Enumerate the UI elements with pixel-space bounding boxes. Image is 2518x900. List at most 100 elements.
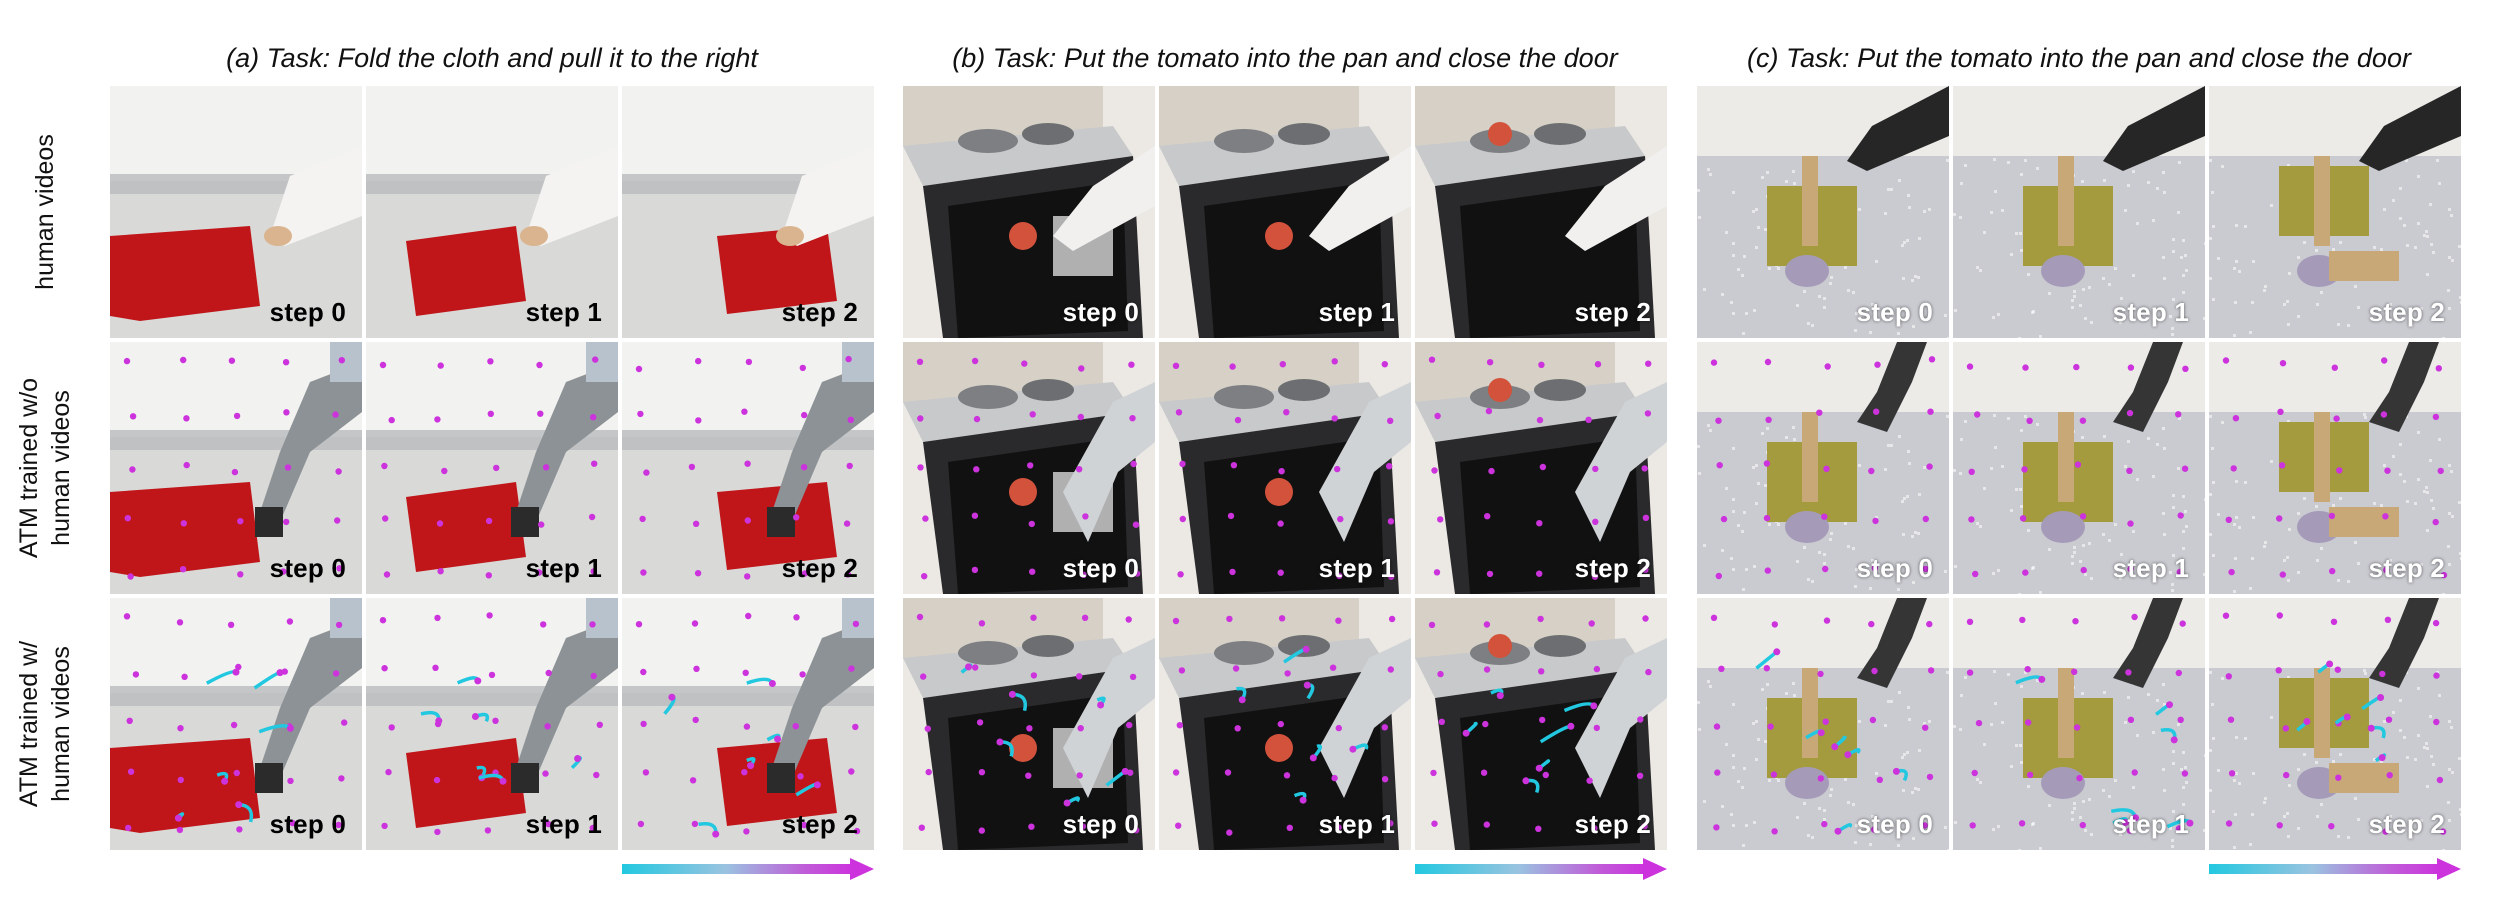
scene-illustration xyxy=(1415,86,1667,338)
step-label: step 1 xyxy=(1318,297,1395,327)
scene-illustration xyxy=(366,86,618,338)
time-arrow-gradient xyxy=(622,864,852,874)
frame-image: step 0 xyxy=(110,86,362,338)
time-arrow-gradient xyxy=(2209,864,2439,874)
step-label: step 1 xyxy=(2112,297,2189,327)
frame-image: step 2 xyxy=(622,86,874,338)
time-arrow xyxy=(1415,858,1667,880)
panel-title: (b) Task: Put the tomato into the pan an… xyxy=(952,43,1618,73)
time-arrow xyxy=(2209,858,2461,880)
step-label: step 0 xyxy=(1856,297,1933,327)
arrow-head-icon xyxy=(2437,858,2461,880)
step-label: step 2 xyxy=(781,809,858,839)
step-label: step 0 xyxy=(1856,809,1933,839)
row-label-text: ATM trained w/human videos xyxy=(13,641,77,807)
row-label-line: human videos xyxy=(47,646,75,802)
step-label: step 1 xyxy=(525,297,602,327)
scene-illustration xyxy=(110,342,362,594)
step-label: step 1 xyxy=(1318,553,1395,583)
scene-illustration xyxy=(1953,598,2205,850)
row-label: ATM trained w/human videos xyxy=(0,598,90,850)
frame-image: step 2 xyxy=(622,342,874,594)
step-label: step 1 xyxy=(1318,809,1395,839)
step-label: step 2 xyxy=(781,553,858,583)
frame-image: step 0 xyxy=(110,342,362,594)
frame-image: step 0 xyxy=(1697,86,1949,338)
scene-illustration xyxy=(366,342,618,594)
step-label: step 2 xyxy=(1574,553,1651,583)
row-label-line: human videos xyxy=(47,390,75,546)
frame-image: step 1 xyxy=(366,598,618,850)
scene-illustration xyxy=(2209,342,2461,594)
scene-illustration xyxy=(903,342,1155,594)
row-label: ATM trained w/o human videos xyxy=(0,342,90,594)
row-label-line: ATM trained w/ xyxy=(15,640,43,808)
step-label: step 0 xyxy=(1856,553,1933,583)
scene-illustration xyxy=(1159,86,1411,338)
time-arrow-gradient xyxy=(1415,864,1645,874)
step-label: step 0 xyxy=(1062,297,1139,327)
step-label: step 0 xyxy=(269,297,346,327)
scene-illustration xyxy=(1697,342,1949,594)
panel-title: (a) Task: Fold the cloth and pull it to … xyxy=(226,43,758,73)
scene-illustration xyxy=(622,86,874,338)
scene-illustration xyxy=(622,342,874,594)
scene-illustration xyxy=(903,86,1155,338)
step-label: step 0 xyxy=(269,809,346,839)
scene-illustration xyxy=(1159,598,1411,850)
frame-image: step 0 xyxy=(1697,598,1949,850)
step-label: step 0 xyxy=(1062,553,1139,583)
frame-image: step 2 xyxy=(1415,86,1667,338)
frame-image: step 2 xyxy=(622,598,874,850)
frame-image: step 1 xyxy=(366,86,618,338)
step-label: step 2 xyxy=(1574,297,1651,327)
frame-image: step 2 xyxy=(2209,342,2461,594)
time-arrow xyxy=(622,858,874,880)
step-label: step 2 xyxy=(1574,809,1651,839)
step-label: step 1 xyxy=(525,553,602,583)
frame-image: step 0 xyxy=(1697,342,1949,594)
scene-illustration xyxy=(1415,598,1667,850)
scene-illustration xyxy=(1415,342,1667,594)
arrow-head-icon xyxy=(1643,858,1667,880)
panel-title: (c) Task: Put the tomato into the pan an… xyxy=(1747,43,2411,73)
frame-image: step 2 xyxy=(2209,86,2461,338)
scene-illustration xyxy=(1697,598,1949,850)
step-label: step 0 xyxy=(269,553,346,583)
scene-illustration xyxy=(1159,342,1411,594)
frame-image: step 2 xyxy=(2209,598,2461,850)
step-label: step 2 xyxy=(2368,809,2445,839)
frame-image: step 1 xyxy=(1953,598,2205,850)
row-label: human videos xyxy=(0,86,90,338)
step-label: step 1 xyxy=(525,809,602,839)
frame-image: step 2 xyxy=(1415,342,1667,594)
scene-illustration xyxy=(110,598,362,850)
scene-illustration xyxy=(1953,342,2205,594)
scene-illustration xyxy=(622,598,874,850)
scene-illustration xyxy=(110,86,362,338)
step-label: step 0 xyxy=(1062,809,1139,839)
scene-illustration xyxy=(2209,598,2461,850)
frame-image: step 0 xyxy=(903,342,1155,594)
step-label: step 1 xyxy=(2112,809,2189,839)
scene-illustration xyxy=(1953,86,2205,338)
step-label: step 2 xyxy=(781,297,858,327)
step-label: step 1 xyxy=(2112,553,2189,583)
row-label-text: ATM trained w/o human videos xyxy=(13,378,77,558)
step-label: step 2 xyxy=(2368,297,2445,327)
frame-image: step 1 xyxy=(1159,342,1411,594)
scene-illustration xyxy=(2209,86,2461,338)
frame-image: step 0 xyxy=(903,598,1155,850)
frame-image: step 1 xyxy=(1953,86,2205,338)
frame-image: step 1 xyxy=(1159,598,1411,850)
scene-illustration xyxy=(1697,86,1949,338)
frame-image: step 1 xyxy=(1159,86,1411,338)
frame-image: step 1 xyxy=(366,342,618,594)
row-label-line: ATM trained w/o xyxy=(15,377,43,559)
step-label: step 2 xyxy=(2368,553,2445,583)
row-label-text: human videos xyxy=(29,134,61,290)
frame-image: step 2 xyxy=(1415,598,1667,850)
scene-illustration xyxy=(903,598,1155,850)
scene-illustration xyxy=(366,598,618,850)
row-label-line: human videos xyxy=(31,134,59,290)
